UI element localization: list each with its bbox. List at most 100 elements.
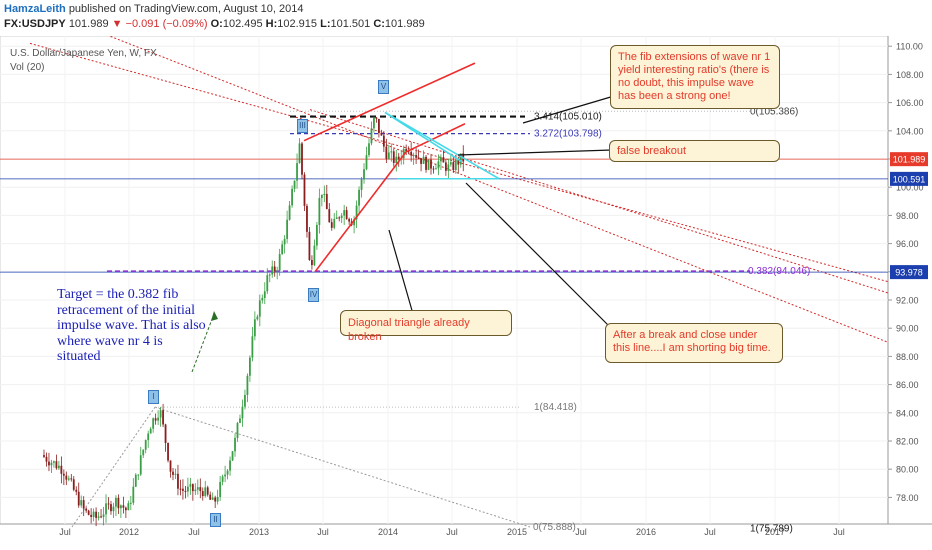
x-tick-label: Jul [446,527,458,537]
ohlc-high: H:102.915 [265,18,318,30]
candle-body [142,449,145,456]
candle-body [420,158,422,164]
publish-line: HamzaLeith published on TradingView.com,… [4,3,303,15]
candle-body [410,151,413,156]
candle-body [211,497,214,500]
candle-body [65,475,68,480]
candle-body [447,164,450,171]
diagonal-callout-line [388,229,414,315]
diagonal-lower-line [314,151,407,273]
candle-body [271,266,274,275]
candle-body [293,180,296,189]
candle-body [191,484,194,492]
candle-body [244,394,246,407]
diagonal-lower-extension [405,123,466,153]
candle-body [253,319,256,337]
price-badge [890,152,928,167]
candle-body [296,163,298,181]
quote-line: FX:USDJPY 101.989 ▼ −0.091 (−0.09%) O:10… [4,18,425,30]
author-link[interactable]: HamzaLeith [4,3,66,15]
price-badge [890,171,928,186]
candle-body [189,484,192,487]
x-tick-label: Jul [704,527,716,537]
candle-body [55,461,58,469]
candle-body [43,455,45,457]
candle-body [258,300,261,317]
candle-body [120,505,122,509]
candle-body [263,291,266,298]
candle-body [407,151,410,153]
candle-body [159,410,162,418]
candle-body [412,155,415,157]
candle-body [53,461,55,463]
candle-body [127,503,130,511]
candle-body [157,417,160,421]
candle-body [167,443,169,461]
candle-body [194,489,197,492]
candle-body [199,487,202,492]
wave-label-i: I [148,390,159,404]
y-tick-label: 80.00 [896,465,919,475]
price-badge-label: 101.989 [893,155,926,165]
open-value: 102.495 [222,18,263,30]
candle-body [368,143,370,156]
candle-body [67,478,70,480]
y-tick-label: 88.00 [896,352,919,362]
candle-body [75,489,78,492]
false-breakout-note: false breakout [609,140,780,162]
candle-body [365,155,368,170]
fib-level-label: 1(84.418) [534,402,577,413]
candle-body [204,487,207,497]
candle-body [454,159,457,170]
candle-body [100,516,102,518]
candle-body [112,506,115,512]
candle-body [303,174,306,206]
candle-body [95,511,97,518]
candle-body [234,437,236,452]
candle-body [333,218,336,228]
candle-body [417,157,420,159]
candle-body [85,508,88,511]
candle-body [415,155,418,158]
x-tick-label: 2014 [378,527,398,537]
symbol: FX:USDJPY [4,18,66,30]
candle-body [425,156,427,170]
candle-body [139,455,142,475]
y-tick-label: 106.00 [896,98,924,108]
volume-indicator[interactable]: Vol (20) [10,62,45,73]
candle-body [107,503,110,505]
y-tick-label: 84.00 [896,408,919,418]
candle-body [92,511,95,517]
candle-body [306,205,308,232]
close-value: 101.989 [384,18,425,30]
candle-body [164,424,167,444]
y-tick-label: 78.00 [896,493,919,503]
candle-body [102,514,105,517]
candle-body [449,162,452,165]
candle-body [226,470,229,475]
ohlc-low: L:101.501 [320,18,371,30]
candle-body [320,194,323,199]
y-tick-label: 104.00 [896,126,924,136]
candle-body [90,514,93,517]
candle-body [385,146,388,159]
candle-body [239,418,241,423]
candle-body [432,168,435,170]
x-tick-label: Jul [188,527,200,537]
y-tick-label: 82.00 [896,437,919,447]
fib-level-label: 3.272(103.798) [534,129,602,140]
price-chart[interactable]: 78.00 80.00 82.00 84.00 86.00 88.00 90.00 92.00… [0,36,932,550]
candle-body [360,179,363,190]
fib-level-label: 0(75.888) [533,522,576,533]
candle-body [278,254,281,271]
fib-level-label: 0(105.386) [750,106,798,117]
candle-body [444,162,447,171]
candle-body [154,418,157,421]
fib-level-label: 3.414(105.010) [534,112,602,123]
last-price: 101.989 [68,18,109,30]
candle-body [172,471,174,475]
candle-body [137,474,140,476]
diagonal-upper-line [303,62,476,142]
candle-body [395,156,398,163]
price-badge-label: 93.978 [895,268,923,278]
